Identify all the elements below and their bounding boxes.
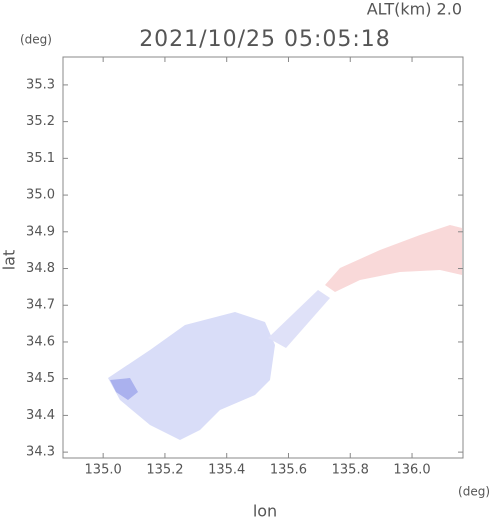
y-tick-label: 35.0 [26, 188, 55, 203]
echo-blue [108, 312, 275, 440]
echo-blue-core [110, 378, 138, 400]
x-tick-label: 135.2 [146, 463, 183, 478]
y-tick-label: 34.3 [26, 445, 55, 460]
x-tick-label: 135.8 [332, 463, 369, 478]
y-unit: (deg) [20, 33, 52, 47]
y-tick-label: 34.4 [26, 408, 55, 423]
y-axis-label: lat [0, 250, 19, 271]
y-tick-label: 35.2 [26, 114, 55, 129]
x-tick-label: 136.0 [393, 463, 430, 478]
altitude-label: ALT(km) 2.0 [367, 0, 462, 19]
y-tick-label: 34.9 [26, 224, 55, 239]
x-axis-label: lon [253, 502, 277, 521]
plot-frame [62, 56, 464, 459]
y-tick-label: 34.5 [26, 371, 55, 386]
x-tick-label: 135.6 [270, 463, 307, 478]
chart-title: 2021/10/25 05:05:18 [139, 27, 391, 52]
x-unit: (deg) [458, 485, 490, 499]
y-tick-label: 35.3 [26, 77, 55, 92]
echo-pink [325, 225, 462, 292]
radar-echo [108, 225, 462, 440]
y-tick-label: 34.8 [26, 261, 55, 276]
x-tick-label: 135.4 [208, 463, 245, 478]
echo-strip [268, 290, 330, 348]
y-tick-label: 35.1 [26, 151, 55, 166]
y-tick-label: 34.6 [26, 334, 55, 349]
x-tick-label: 135.0 [85, 463, 122, 478]
y-tick-label: 34.7 [26, 298, 55, 313]
